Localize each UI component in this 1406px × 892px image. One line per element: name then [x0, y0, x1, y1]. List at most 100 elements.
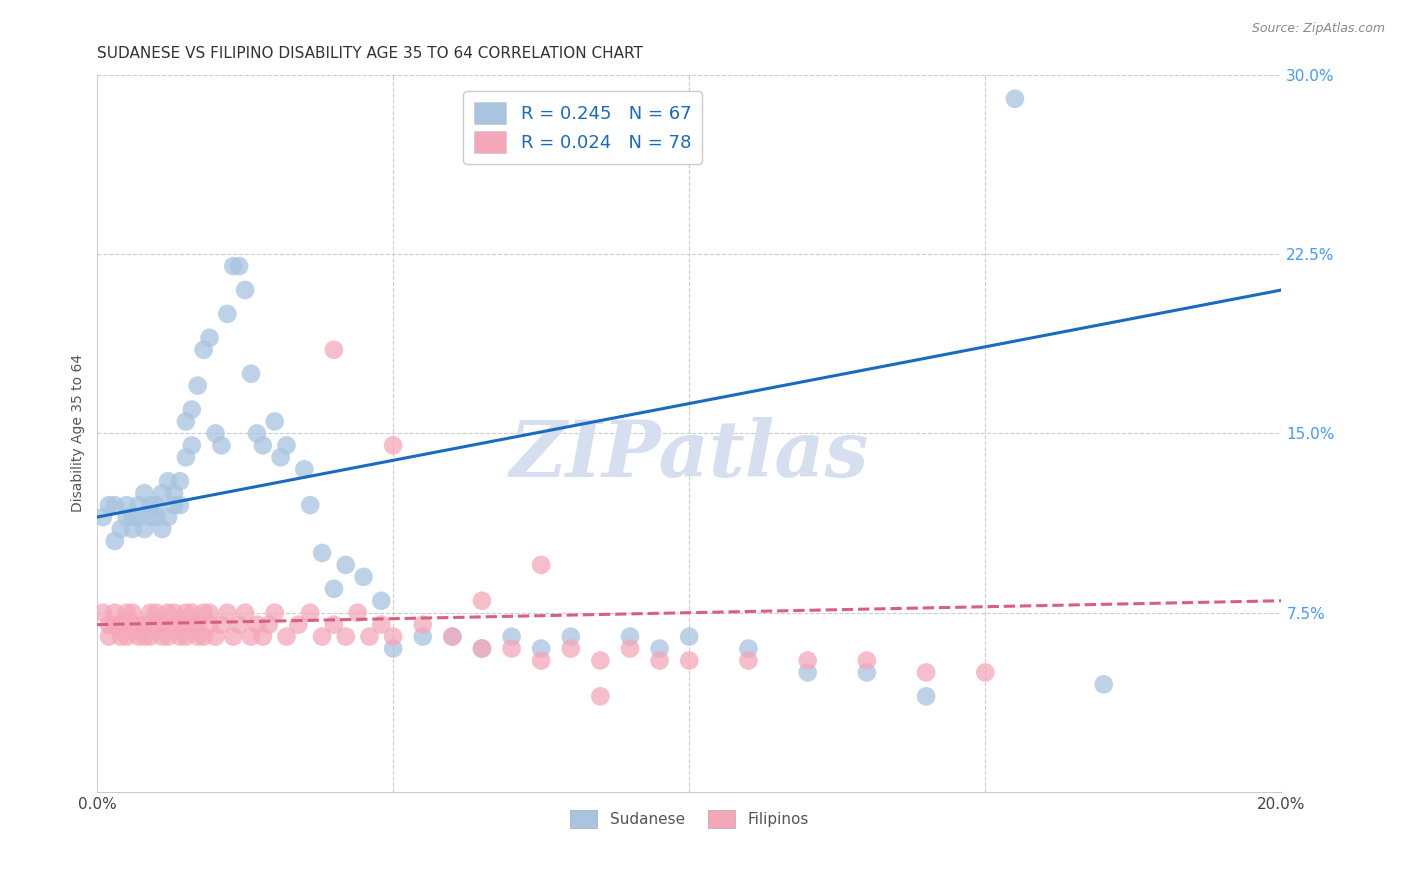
Point — [204, 630, 226, 644]
Point — [204, 426, 226, 441]
Point — [169, 498, 191, 512]
Point — [139, 606, 162, 620]
Point — [222, 630, 245, 644]
Point — [134, 486, 156, 500]
Point — [246, 617, 269, 632]
Point — [322, 582, 344, 596]
Point — [187, 378, 209, 392]
Point — [589, 653, 612, 667]
Point — [228, 617, 250, 632]
Point — [530, 558, 553, 572]
Point — [856, 653, 879, 667]
Point — [198, 606, 221, 620]
Point — [299, 606, 322, 620]
Point — [222, 259, 245, 273]
Point — [292, 462, 315, 476]
Point — [139, 630, 162, 644]
Point — [311, 630, 333, 644]
Point — [1004, 92, 1026, 106]
Point — [115, 606, 138, 620]
Point — [322, 617, 344, 632]
Point — [104, 606, 127, 620]
Point — [276, 630, 298, 644]
Point — [187, 630, 209, 644]
Point — [128, 510, 150, 524]
Point — [97, 617, 120, 632]
Point — [678, 653, 700, 667]
Point — [217, 307, 239, 321]
Point — [145, 498, 167, 512]
Point — [128, 617, 150, 632]
Text: Source: ZipAtlas.com: Source: ZipAtlas.com — [1251, 22, 1385, 36]
Point — [252, 438, 274, 452]
Point — [257, 617, 280, 632]
Point — [217, 606, 239, 620]
Point — [174, 606, 197, 620]
Point — [915, 665, 938, 680]
Point — [530, 653, 553, 667]
Y-axis label: Disability Age 35 to 64: Disability Age 35 to 64 — [72, 354, 86, 513]
Point — [169, 474, 191, 488]
Point — [180, 402, 202, 417]
Point — [157, 474, 180, 488]
Text: SUDANESE VS FILIPINO DISABILITY AGE 35 TO 64 CORRELATION CHART: SUDANESE VS FILIPINO DISABILITY AGE 35 T… — [97, 46, 643, 62]
Point — [299, 498, 322, 512]
Point — [110, 617, 132, 632]
Point — [157, 630, 180, 644]
Point — [322, 343, 344, 357]
Point — [311, 546, 333, 560]
Point — [1092, 677, 1115, 691]
Point — [252, 630, 274, 644]
Point — [382, 630, 405, 644]
Point — [193, 630, 215, 644]
Point — [163, 617, 186, 632]
Point — [359, 630, 381, 644]
Point — [163, 606, 186, 620]
Point — [104, 498, 127, 512]
Point — [180, 606, 202, 620]
Point — [115, 498, 138, 512]
Point — [412, 617, 434, 632]
Point — [115, 630, 138, 644]
Point — [134, 630, 156, 644]
Point — [412, 630, 434, 644]
Point — [104, 617, 127, 632]
Point — [737, 653, 759, 667]
Point — [134, 617, 156, 632]
Point — [110, 630, 132, 644]
Point — [193, 606, 215, 620]
Point — [233, 606, 256, 620]
Point — [91, 510, 114, 524]
Point — [796, 653, 818, 667]
Point — [796, 665, 818, 680]
Point — [560, 641, 582, 656]
Point — [121, 522, 143, 536]
Point — [228, 259, 250, 273]
Point — [382, 438, 405, 452]
Point — [145, 510, 167, 524]
Point — [134, 522, 156, 536]
Point — [174, 630, 197, 644]
Point — [121, 606, 143, 620]
Point — [157, 606, 180, 620]
Point — [180, 617, 202, 632]
Point — [174, 450, 197, 465]
Point — [353, 570, 375, 584]
Point — [145, 617, 167, 632]
Point — [145, 606, 167, 620]
Point — [139, 498, 162, 512]
Point — [174, 415, 197, 429]
Point — [263, 415, 285, 429]
Point — [91, 606, 114, 620]
Point — [370, 593, 392, 607]
Point — [115, 510, 138, 524]
Point — [128, 498, 150, 512]
Point — [619, 630, 641, 644]
Point — [530, 641, 553, 656]
Point — [198, 617, 221, 632]
Point — [163, 486, 186, 500]
Point — [157, 510, 180, 524]
Point — [150, 486, 173, 500]
Point — [270, 450, 292, 465]
Point — [150, 617, 173, 632]
